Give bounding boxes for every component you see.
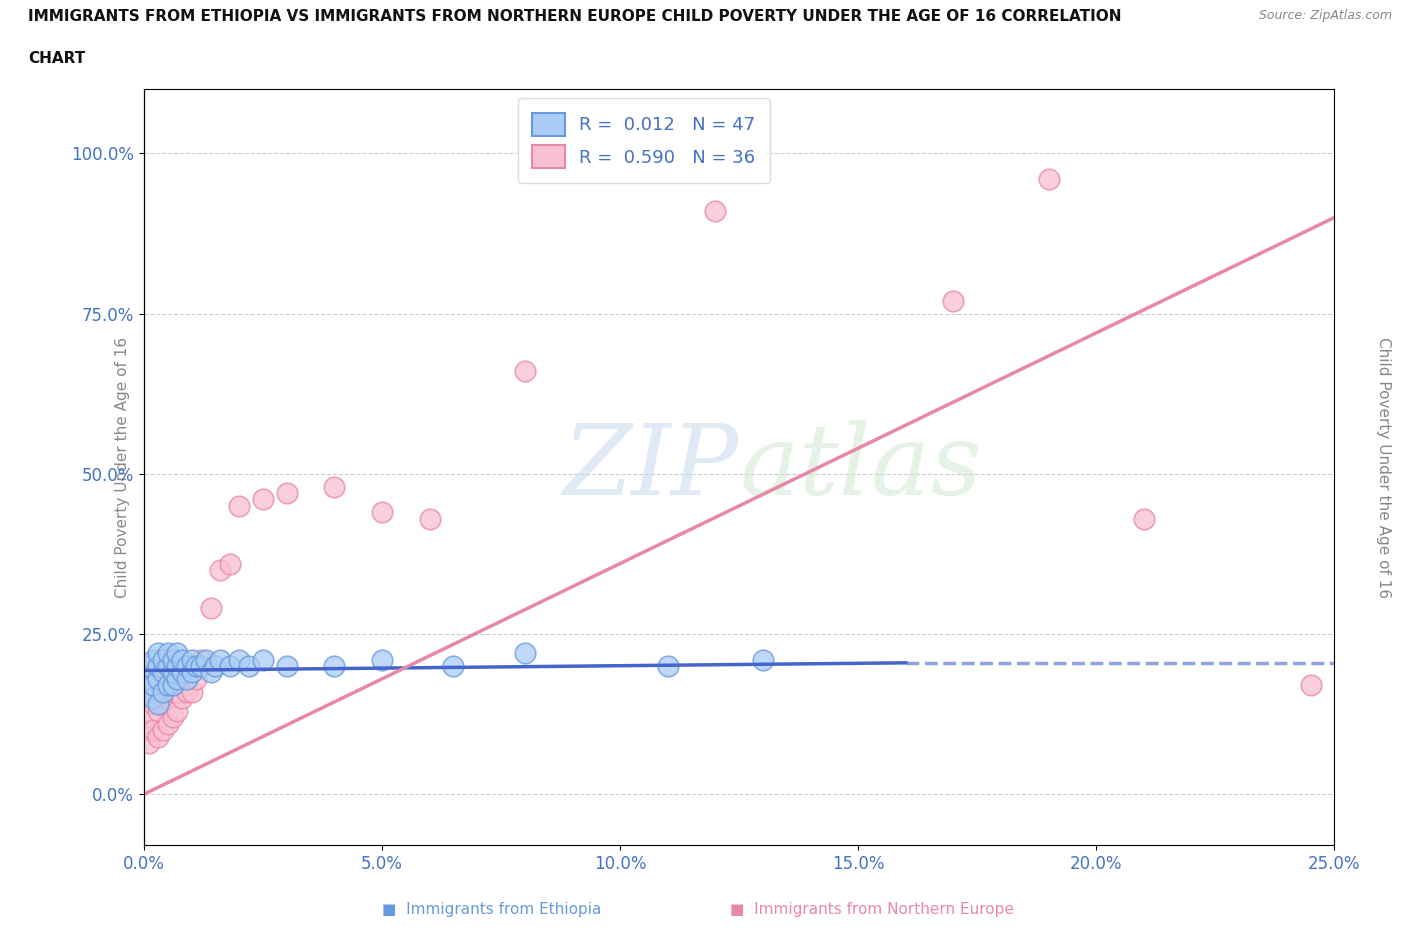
Point xyxy=(170,652,193,667)
Point xyxy=(190,658,212,673)
Point xyxy=(218,556,240,571)
Point xyxy=(1038,172,1060,187)
Point xyxy=(132,665,155,680)
Point xyxy=(228,498,250,513)
Point xyxy=(132,691,155,706)
Point xyxy=(142,652,165,667)
Text: atlas: atlas xyxy=(740,419,981,515)
Point xyxy=(138,671,160,686)
Point xyxy=(132,723,155,737)
Point xyxy=(186,658,208,673)
Point xyxy=(252,652,274,667)
Point xyxy=(162,665,184,680)
Point xyxy=(142,723,165,737)
Point xyxy=(323,658,346,673)
Point xyxy=(148,645,170,660)
Point xyxy=(138,658,160,673)
Point xyxy=(138,736,160,751)
Point xyxy=(704,204,727,219)
Legend: R =  0.012   N = 47, R =  0.590   N = 36: R = 0.012 N = 47, R = 0.590 N = 36 xyxy=(517,99,770,183)
Point xyxy=(148,703,170,718)
Text: ■  Immigrants from Northern Europe: ■ Immigrants from Northern Europe xyxy=(730,902,1014,917)
Text: Source: ZipAtlas.com: Source: ZipAtlas.com xyxy=(1258,9,1392,22)
Point xyxy=(371,505,394,520)
Point xyxy=(142,697,165,711)
Point xyxy=(513,364,536,379)
Point xyxy=(156,716,179,731)
Point xyxy=(323,479,346,494)
Point xyxy=(138,710,160,724)
Point xyxy=(752,652,775,667)
Point xyxy=(657,658,679,673)
Point xyxy=(138,684,160,699)
Text: IMMIGRANTS FROM ETHIOPIA VS IMMIGRANTS FROM NORTHERN EUROPE CHILD POVERTY UNDER : IMMIGRANTS FROM ETHIOPIA VS IMMIGRANTS F… xyxy=(28,9,1122,24)
Point xyxy=(513,645,536,660)
Point xyxy=(1299,678,1322,693)
Point xyxy=(162,684,184,699)
Point xyxy=(209,652,232,667)
Point xyxy=(170,665,193,680)
Point xyxy=(204,658,226,673)
Point xyxy=(148,697,170,711)
Point xyxy=(166,658,188,673)
Point xyxy=(148,658,170,673)
Point xyxy=(209,563,232,578)
Point xyxy=(276,658,298,673)
Point xyxy=(162,652,184,667)
Point xyxy=(252,492,274,507)
Point xyxy=(142,691,165,706)
Point xyxy=(276,485,298,500)
Point xyxy=(152,723,174,737)
Text: ■  Immigrants from Ethiopia: ■ Immigrants from Ethiopia xyxy=(382,902,602,917)
Y-axis label: Child Poverty Under the Age of 16: Child Poverty Under the Age of 16 xyxy=(1376,337,1391,598)
Point xyxy=(162,710,184,724)
Point xyxy=(194,652,217,667)
Point xyxy=(152,665,174,680)
Point xyxy=(419,512,441,526)
Point xyxy=(180,665,202,680)
Point xyxy=(228,652,250,667)
Point xyxy=(238,658,260,673)
Point xyxy=(156,678,179,693)
Point xyxy=(142,678,165,693)
Point xyxy=(443,658,465,673)
Point xyxy=(190,652,212,667)
Point xyxy=(218,658,240,673)
Point xyxy=(1133,512,1156,526)
Point xyxy=(152,697,174,711)
Point xyxy=(942,293,965,308)
Point xyxy=(166,703,188,718)
Point xyxy=(156,691,179,706)
Point xyxy=(180,652,202,667)
Point xyxy=(170,691,193,706)
Point xyxy=(166,645,188,660)
Point xyxy=(180,684,202,699)
Point xyxy=(200,601,222,616)
Point xyxy=(132,678,155,693)
Text: ZIP: ZIP xyxy=(562,419,740,515)
Point xyxy=(156,658,179,673)
Point xyxy=(148,729,170,744)
Point xyxy=(186,671,208,686)
Point xyxy=(166,671,188,686)
Point xyxy=(148,671,170,686)
Point xyxy=(156,645,179,660)
Point xyxy=(176,658,198,673)
Point xyxy=(200,665,222,680)
Point xyxy=(371,652,394,667)
Point xyxy=(162,678,184,693)
Point xyxy=(166,684,188,699)
Text: CHART: CHART xyxy=(28,51,86,66)
Point xyxy=(152,684,174,699)
Point xyxy=(152,652,174,667)
Point xyxy=(176,671,198,686)
Point xyxy=(176,684,198,699)
